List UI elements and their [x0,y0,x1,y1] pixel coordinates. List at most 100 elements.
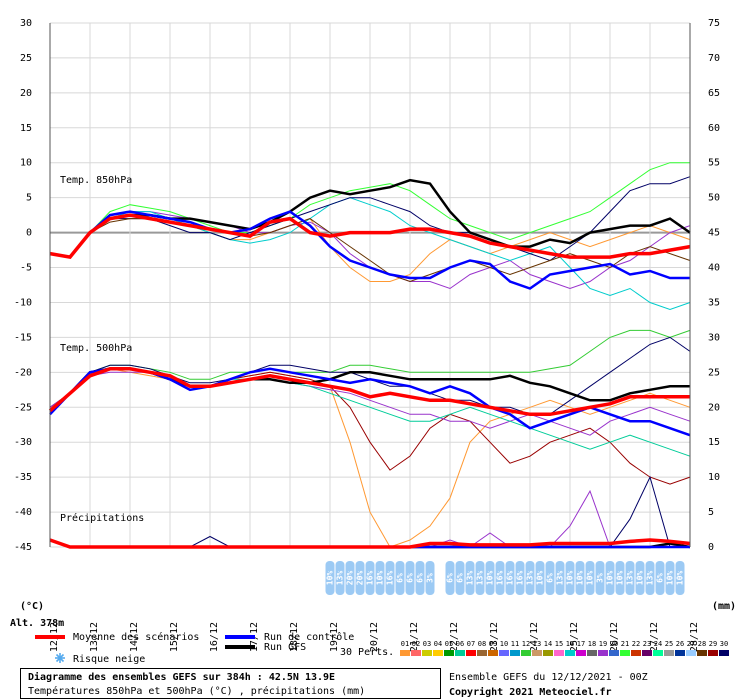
member-label: 22 [632,640,640,648]
x-tick-label: 28/12 [689,622,700,652]
snow-risk-label: 13% [466,571,475,586]
member-label: 09 [489,640,497,648]
y2-tick-label: 35 [708,297,720,308]
snow-risk-label: 6% [446,573,455,583]
member-swatch [422,650,432,656]
x-tick-label: 20/12 [369,622,380,652]
member-label: 28 [698,640,706,648]
snow-risk-label: 20% [346,571,355,586]
member-swatch [510,650,520,656]
snow-risk-box [675,561,685,595]
member-swatch [708,650,718,656]
snow-risk-label: 16% [506,571,515,586]
snow-risk-box [465,561,475,595]
member-swatch [664,650,674,656]
member-swatch [609,650,619,656]
perturbation-line [49,197,691,311]
snow-risk-label: 10% [676,571,685,586]
y2-tick-label: 50 [708,193,720,204]
snow-risk-box [505,561,515,595]
control-line [49,210,690,290]
member-label: 26 [676,640,684,648]
snow-risk-label: 10% [486,571,495,586]
member-label: 30 [720,640,728,648]
snow-risk-label: 13% [626,571,635,586]
snow-risk-label: 6% [546,573,555,583]
snow-risk-box [635,561,645,595]
snow-risk-box [535,561,545,595]
member-label: 29 [709,640,717,648]
snow-icon [55,653,65,663]
y2-tick-label: 75 [708,18,720,29]
x-tick-label: 15/12 [169,622,180,652]
member-swatch [554,650,564,656]
y-tick-label: 0 [26,228,32,239]
x-tick-label: 26/12 [609,622,620,652]
snow-risk-box [515,561,525,595]
member-label: 17 [577,640,585,648]
x-tick-label: 23/12 [489,622,500,652]
member-label: 12 [522,640,530,648]
snow-risk-label: 10% [636,571,645,586]
member-label: 01 [401,640,409,648]
y-tick-label: -20 [14,367,32,378]
member-swatch [488,650,498,656]
snow-risk-label: 10% [606,571,615,586]
y2-tick-label: 65 [708,88,720,99]
chart-subtitle: Températures 850hPa et 500hPa (°C) , pré… [28,685,365,697]
snow-risk-box [395,561,405,595]
member-swatch [433,650,443,656]
mean-line [48,367,690,417]
snow-risk-label: 13% [556,571,565,586]
y-tick-label: 20 [20,88,32,99]
member-swatch [565,650,575,656]
y2-tick-label: 15 [708,437,720,448]
x-tick-label: 27/12 [649,622,660,652]
snow-risk-box [495,561,505,595]
snow-risk-label: 6% [456,573,465,583]
snow-risk-label: 10% [326,571,335,586]
snow-risk-box [325,561,335,595]
x-tick-label: 18/12 [289,622,300,652]
y-tick-label: -25 [14,402,32,413]
plot-lines [48,162,691,549]
mean-line [49,213,691,260]
snow-risk-box [585,561,595,595]
snow-risk-box [555,561,565,595]
member-label: 07 [467,640,475,648]
snow-risk-label: 10% [586,571,595,586]
snow-risk-box [455,561,465,595]
altitude: Alt. 378m [10,618,64,629]
member-swatch [576,650,586,656]
member-swatch [521,650,531,656]
x-tick-label: 21/12 [409,622,420,652]
snow-risk-label: 6% [406,573,415,583]
y2-axis-label: (mm) [712,601,736,612]
snow-risk-label: 10% [566,571,575,586]
member-swatch [477,650,487,656]
x-tick-label: 25/12 [569,622,580,652]
snow-risk-label: 6% [416,573,425,583]
member-swatch [466,650,476,656]
snow-risk-box [355,561,365,595]
member-label: 18 [588,640,596,648]
member-label: 04 [434,640,442,648]
member-swatch [455,650,465,656]
x-tick-label: 24/12 [529,622,540,652]
y2-tick-label: 45 [708,228,720,239]
member-swatch [499,650,509,656]
member-swatch [532,650,542,656]
x-tick-label: 19/12 [329,622,340,652]
member-swatch [543,650,553,656]
member-swatch [653,650,663,656]
chart-title: Diagramme des ensembles GEFS sur 384h : … [28,671,335,683]
member-label: 13 [533,640,541,648]
y-tick-label: -30 [14,437,32,448]
snow-risk-box [335,561,345,595]
snow-risk-box [655,561,665,595]
snow-risk-label: 6% [396,573,405,583]
y2-tick-label: 5 [708,507,714,518]
member-swatch [686,650,696,656]
snow-risk-label: 3% [596,573,605,583]
